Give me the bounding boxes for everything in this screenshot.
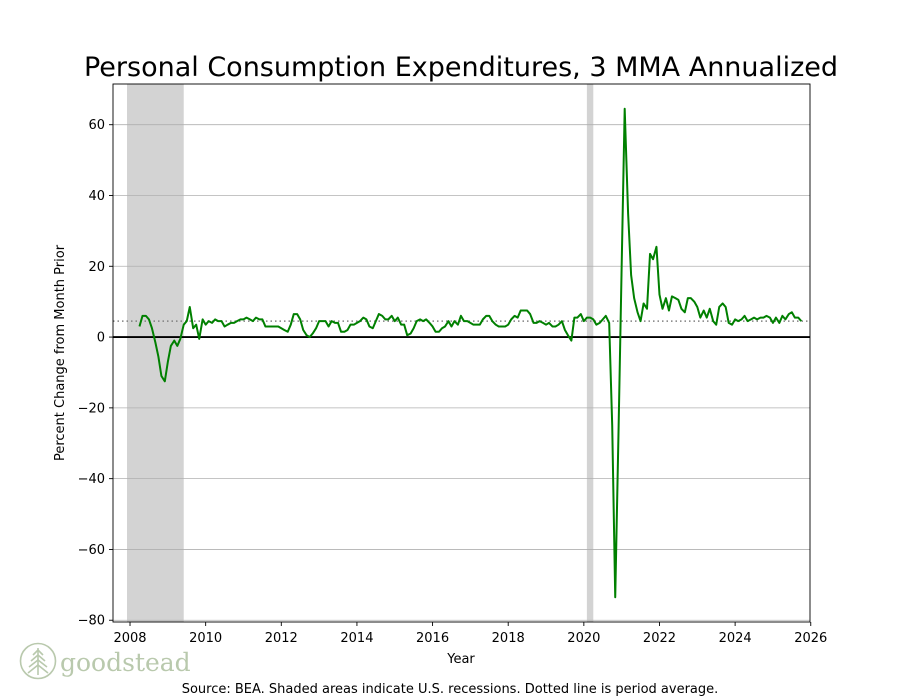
x-tick-label-2026: 2026 xyxy=(794,631,827,646)
logo-text: goodstead xyxy=(60,648,191,677)
x-tick-label-2010: 2010 xyxy=(189,631,222,646)
recession-band-1 xyxy=(586,84,594,622)
logo: goodstead xyxy=(19,642,191,680)
y-axis-label: Percent Change from Month Prior xyxy=(53,244,68,461)
y-tick-label--60: −60 xyxy=(78,543,105,558)
tree-icon xyxy=(19,642,57,680)
x-tick-label-2022: 2022 xyxy=(643,631,676,646)
x-tick-label-2014: 2014 xyxy=(340,631,373,646)
y-tick-label--40: −40 xyxy=(78,472,105,487)
recession-band-0 xyxy=(126,84,184,622)
x-tick-label-2024: 2024 xyxy=(719,631,752,646)
y-tick-label-20: 20 xyxy=(88,260,105,275)
y-tick-label--20: −20 xyxy=(78,401,105,416)
x-tick-label-2016: 2016 xyxy=(416,631,449,646)
chart-title: Personal Consumption Expenditures, 3 MMA… xyxy=(84,52,838,83)
y-tick-label-60: 60 xyxy=(88,118,105,133)
source-note: Source: BEA. Shaded areas indicate U.S. … xyxy=(182,682,719,697)
x-axis-label: Year xyxy=(446,652,475,667)
plot-frame xyxy=(112,83,811,623)
series-line-0 xyxy=(138,107,803,599)
plot-area: 2008 2010 2012 2014 2016 2018 2020 2022 2024 2026… xyxy=(78,83,827,646)
y-tick-label-0: 0 xyxy=(97,331,105,346)
x-tick-label-2020: 2020 xyxy=(567,631,600,646)
y-tick-label-40: 40 xyxy=(88,189,105,204)
x-tick-label-2012: 2012 xyxy=(265,631,298,646)
y-tick-label--80: −80 xyxy=(78,614,105,629)
x-tick-label-2018: 2018 xyxy=(492,631,525,646)
x-tick-label-2008: 2008 xyxy=(113,631,146,646)
